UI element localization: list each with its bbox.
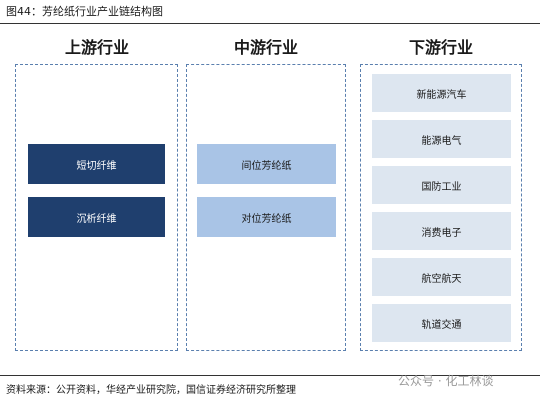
column-title: 下游行业 (408, 38, 473, 57)
panel (186, 64, 346, 351)
node: 对位芳纶纸 (197, 197, 336, 237)
node: 短切纤维 (28, 144, 165, 184)
column-title: 上游行业 (64, 38, 129, 57)
node: 能源电气 (372, 120, 511, 158)
column-title: 中游行业 (233, 38, 298, 57)
node: 航空航天 (372, 258, 511, 296)
title: 图44：芳纶纸行业产业链结构图 (6, 5, 163, 18)
panel (360, 64, 522, 351)
node: 国防工业 (372, 166, 511, 204)
node: 间位芳纶纸 (197, 144, 336, 184)
watermark: 公众号 · 化工林谈 (398, 374, 494, 388)
source-note: 资料来源：公开资料，华经产业研究院，国信证券经济研究所整理 (6, 385, 296, 396)
node: 消费电子 (372, 212, 511, 250)
divider (0, 23, 540, 24)
panel (15, 64, 178, 351)
node: 沉析纤维 (28, 197, 165, 237)
divider (0, 375, 540, 376)
node: 轨道交通 (372, 304, 511, 342)
node: 新能源汽车 (372, 74, 511, 112)
